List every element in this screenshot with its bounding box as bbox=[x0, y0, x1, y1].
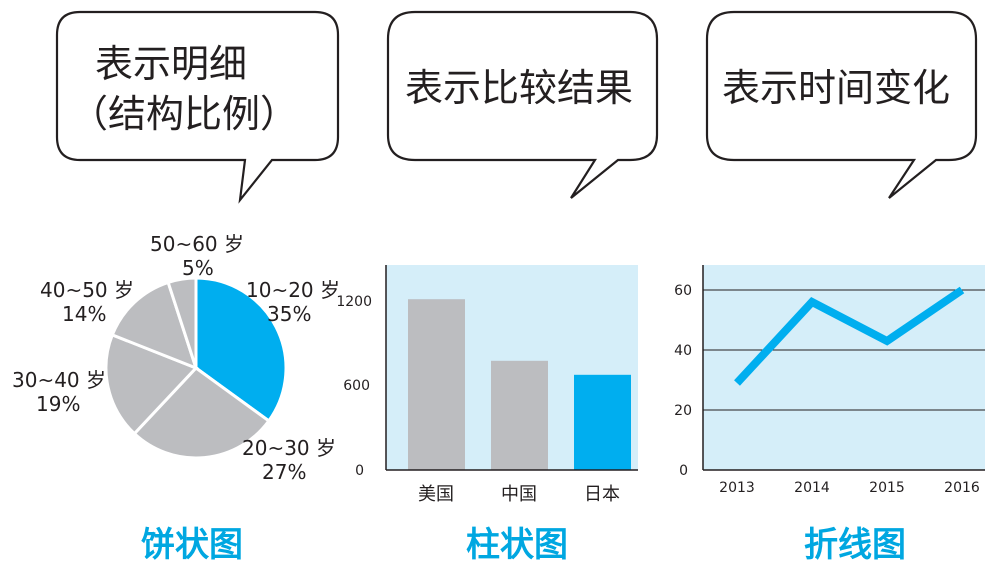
line-ytick-40: 40 bbox=[674, 343, 692, 359]
pie-slice-4 bbox=[166, 276, 198, 369]
bar-chart: 0 600 1200 美国 中国 日本 bbox=[336, 265, 638, 505]
line-chart: 0 20 40 60 2013 2014 2015 2016 bbox=[674, 265, 985, 496]
line-series bbox=[734, 286, 965, 386]
bar-xlabel-cn: 中国 bbox=[501, 484, 537, 505]
line-ytick-0: 0 bbox=[679, 463, 688, 479]
pie-label-10-20: 10~20 岁 bbox=[246, 278, 340, 302]
pie-pct-30-40: 19% bbox=[36, 392, 80, 416]
line-ytick-20: 20 bbox=[674, 403, 692, 419]
pie-pct-20-30: 27% bbox=[262, 460, 306, 484]
bar-xlabel-us: 美国 bbox=[418, 484, 454, 505]
caption-pie: 饼状图 bbox=[141, 525, 243, 565]
bar-xlabel-jp: 日本 bbox=[584, 484, 620, 505]
pie-pct-50-60: 5% bbox=[182, 256, 214, 280]
bubble-pie-line1: 表示明细 bbox=[95, 42, 248, 86]
pie-pct-10-20: 35% bbox=[267, 302, 311, 326]
caption-bar: 柱状图 bbox=[466, 525, 568, 565]
line-xlabel-2014: 2014 bbox=[794, 480, 830, 496]
line-xlabel-2015: 2015 bbox=[869, 480, 905, 496]
pie-label-20-30: 20~30 岁 bbox=[242, 436, 336, 460]
pie-slice-1 bbox=[132, 366, 271, 460]
bubble-pie-line2: （结构比例） bbox=[70, 92, 299, 136]
bar-1 bbox=[491, 360, 548, 470]
bar-2 bbox=[574, 374, 631, 470]
bar-ytick-0: 0 bbox=[355, 463, 364, 479]
line-ytick-60: 60 bbox=[674, 283, 692, 299]
line-xlabel-2013: 2013 bbox=[719, 480, 755, 496]
line-xlabel-2016: 2016 bbox=[944, 480, 980, 496]
bubble-line-outline bbox=[705, 10, 978, 199]
pie-slice-0 bbox=[194, 276, 288, 423]
line-chart-panel bbox=[703, 265, 985, 470]
bubble-line-text: 表示时间变化 bbox=[722, 66, 951, 110]
bubble-bar-text: 表示比较结果 bbox=[405, 66, 634, 110]
pie-pct-40-50: 14% bbox=[62, 302, 106, 326]
bar-0 bbox=[408, 299, 465, 470]
pie-label-40-50: 40~50 岁 bbox=[40, 278, 134, 302]
bubble-pie-outline bbox=[55, 10, 340, 204]
pie-chart: 10~20 岁 35% 20~30 岁 27% 30~40 岁 19% 40~5… bbox=[12, 232, 340, 484]
bubble-bar-outline bbox=[386, 10, 659, 199]
pie-label-30-40: 30~40 岁 bbox=[12, 368, 106, 392]
bar-ytick-600: 600 bbox=[343, 378, 370, 394]
caption-line: 折线图 bbox=[804, 525, 906, 565]
pie-label-50-60: 50~60 岁 bbox=[150, 232, 244, 256]
bar-ytick-1200: 1200 bbox=[336, 294, 372, 310]
